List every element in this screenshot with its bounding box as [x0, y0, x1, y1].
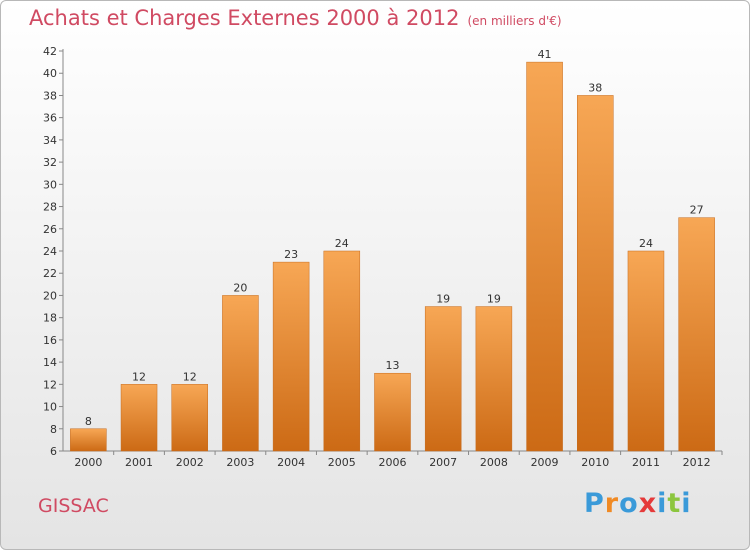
y-tick-label: 16: [43, 334, 57, 347]
data-label-2012: 27: [690, 204, 704, 217]
bar-2012: [678, 217, 715, 452]
logo-letter: i: [657, 488, 668, 519]
chart-title-block: Achats et Charges Externes 2000 à 2012 (e…: [29, 6, 562, 30]
x-tick-label-2007: 2007: [429, 456, 457, 469]
data-label-2008: 19: [487, 293, 501, 306]
data-label-2003: 20: [233, 281, 247, 294]
x-tick-label-2003: 2003: [226, 456, 254, 469]
logo-letter: o: [619, 488, 639, 519]
bar-2005: [323, 250, 361, 452]
bar-2007: [424, 306, 462, 452]
bar-2004: [272, 261, 310, 452]
x-tick-label-2000: 2000: [74, 456, 102, 469]
y-tick-label: 38: [43, 89, 57, 102]
logo-letter: i: [681, 488, 692, 519]
y-tick-label: 20: [43, 289, 57, 302]
x-tick-label-2010: 2010: [581, 456, 609, 469]
y-tick-label: 30: [43, 178, 57, 191]
x-tick-label-2001: 2001: [125, 456, 153, 469]
x-tick-label-2004: 2004: [277, 456, 305, 469]
x-tick-label-2009: 2009: [531, 456, 559, 469]
data-label-2011: 24: [639, 237, 653, 250]
y-tick-label: 36: [43, 112, 57, 125]
y-tick-label: 12: [43, 378, 57, 391]
chart-unit: (en milliers d'€): [467, 14, 562, 28]
y-tick-label: 8: [50, 423, 57, 436]
proxiti-logo: Proxiti: [584, 488, 692, 519]
data-label-2009: 41: [538, 48, 552, 61]
logo-letter: t: [667, 488, 682, 519]
bar-2003: [222, 295, 259, 452]
data-label-2010: 38: [588, 81, 602, 94]
x-tick-label-2006: 2006: [379, 456, 407, 469]
bar-2002: [171, 384, 208, 452]
bar-2009: [526, 61, 563, 452]
y-tick-label: 40: [43, 67, 57, 80]
y-tick-label: 26: [43, 223, 57, 236]
bar-2011: [627, 250, 665, 452]
y-tick-label: 14: [43, 356, 57, 369]
data-label-2004: 23: [284, 248, 298, 261]
data-label-2007: 19: [436, 293, 450, 306]
data-label-2001: 12: [132, 370, 146, 383]
y-tick-label: 32: [43, 156, 57, 169]
y-tick-label: 28: [43, 201, 57, 214]
chart-title: Achats et Charges Externes 2000 à 2012: [29, 6, 460, 30]
bar-2010: [577, 95, 614, 452]
bar-2001: [120, 384, 158, 452]
data-label-2000: 8: [85, 415, 92, 428]
y-tick-label: 34: [43, 134, 57, 147]
commune-name: GISSAC: [38, 495, 109, 517]
chart-bars: [70, 61, 715, 452]
y-tick-label: 22: [43, 267, 57, 280]
logo-letter: P: [584, 488, 605, 519]
logo-letter: r: [604, 488, 620, 519]
x-tick-label-2011: 2011: [632, 456, 660, 469]
chart-labels: 6 8 10 12 14 16 18 20 22 24 26 28 30 32 34 36 38 40 42 8 200…: [43, 45, 711, 469]
bar-2006: [374, 372, 411, 452]
x-tick-label-2005: 2005: [328, 456, 356, 469]
y-tick-label: 18: [43, 312, 57, 325]
y-tick-label: 6: [50, 445, 57, 458]
y-tick-label: 42: [43, 45, 57, 58]
y-tick-label: 10: [43, 401, 57, 414]
y-tick-label: 24: [43, 245, 57, 258]
bar-2008: [475, 306, 513, 452]
x-tick-label-2008: 2008: [480, 456, 508, 469]
data-label-2006: 13: [386, 359, 400, 372]
data-label-2002: 12: [183, 370, 197, 383]
bar-2000: [70, 428, 107, 452]
x-tick-label-2002: 2002: [176, 456, 204, 469]
data-label-2005: 24: [335, 237, 349, 250]
logo-letter: x: [638, 488, 658, 519]
x-tick-label-2012: 2012: [683, 456, 711, 469]
